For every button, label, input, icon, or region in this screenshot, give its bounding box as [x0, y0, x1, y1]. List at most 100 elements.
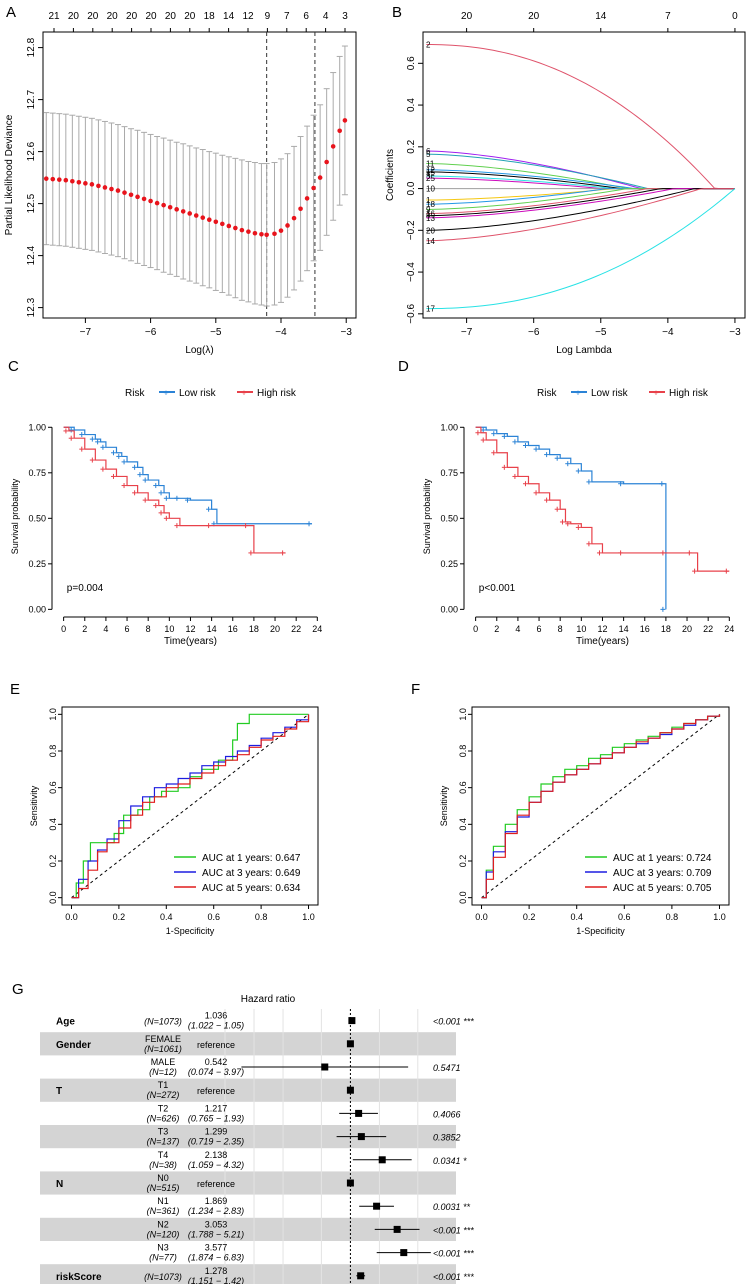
x-tick-label: 6 [537, 624, 542, 634]
deviance-point [57, 177, 62, 182]
forest-n: (N=1073) [144, 1017, 182, 1027]
deviance-point [135, 194, 140, 200]
y-axis-title: Coefficients [385, 149, 396, 201]
forest-hr-value: reference [197, 1086, 235, 1096]
forest-hr-point [346, 1040, 354, 1048]
forest-ci-value: (1.234 − 2.83) [188, 1206, 244, 1216]
x-tick-label: 10 [164, 624, 174, 634]
deviance-point [180, 209, 186, 214]
deviance-point [342, 118, 348, 123]
x-tick-label: 0.2 [113, 912, 126, 922]
y-axis-title: Sensitivity [29, 785, 39, 826]
y-tick-label: −0.4 [406, 262, 417, 282]
forest-n: (N=626) [147, 1113, 180, 1123]
deviance-point [83, 181, 88, 186]
y-tick-label: 0.2 [406, 139, 417, 153]
x-tick-label: −7 [80, 327, 92, 338]
forest-level: T4 [158, 1150, 169, 1160]
y-tick-label: 0.4 [48, 818, 58, 831]
deviance-point [193, 213, 199, 218]
forest-hr-value: reference [197, 1040, 235, 1050]
forest-hr-value: 3.577 [205, 1243, 228, 1253]
panel-a-cv-plot: −7 −6 −5 −4 −3 12.3 12.4 12.5 12.6 12.7 12.8 21 20 20… [4, 11, 357, 356]
top-axis-label: 3 [342, 11, 348, 22]
forest-p-value: 0.4066 [433, 1109, 461, 1119]
y-tick-label: 1.00 [440, 422, 458, 432]
top-axis-label: 20 [184, 11, 196, 22]
deviance-point [272, 231, 277, 237]
x-tick-label: −3 [729, 327, 741, 338]
deviance-point [43, 176, 49, 181]
forest-level: N1 [157, 1196, 169, 1206]
forest-hr-point [321, 1063, 329, 1071]
forest-hr-point [355, 1109, 363, 1117]
deviance-point [63, 177, 69, 183]
deviance-point [246, 229, 251, 234]
forest-p-value: <0.001 *** [433, 1225, 474, 1235]
legend-title: Risk [125, 388, 145, 399]
panel-letter-d: D [398, 358, 409, 375]
x-tick-label: 10 [576, 624, 586, 634]
x-tick-label: 8 [146, 624, 151, 634]
deviance-point [285, 223, 290, 228]
x-tick-label: 4 [103, 624, 108, 634]
y-axis-title: Partial Likelihood Deviance [4, 114, 15, 235]
y-tick-label: 0.4 [406, 98, 417, 112]
top-axis-label: 7 [665, 11, 671, 22]
x-tick-label: 6 [125, 624, 130, 634]
forest-n: (N=38) [149, 1160, 177, 1170]
panel-e-roc-plot: 0.0 0.2 0.4 0.6 0.8 1.0 0.0 0.2 0.4 0.6 0.8 1.0 1-Sp… [29, 706, 319, 936]
p-value-annotation: p<0.001 [479, 583, 516, 594]
legend-marker: + [575, 388, 580, 398]
legend-label: AUC at 3 years: 0.709 [613, 868, 712, 879]
deviance-point [70, 178, 75, 184]
y-axis-title: Survival probability [10, 478, 20, 554]
forest-ci-value: (1.788 − 5.21) [188, 1229, 244, 1239]
top-axis-label: 20 [165, 11, 177, 22]
forest-row-shade [40, 1171, 456, 1195]
x-tick-label: 0.6 [618, 912, 631, 922]
forest-p-value: <0.001 *** [433, 1017, 474, 1027]
deviance-point [304, 196, 310, 201]
y-tick-label: 1.00 [28, 422, 46, 432]
y-tick-label: 1.0 [458, 708, 468, 721]
top-axis-label: 20 [126, 11, 138, 22]
y-axis-title: Sensitivity [439, 785, 449, 826]
x-tick-label: 0.6 [207, 912, 220, 922]
forest-p-value: <0.001 *** [433, 1249, 474, 1259]
forest-level: T1 [158, 1080, 169, 1090]
y-tick-label: 0.6 [406, 56, 417, 70]
x-tick-label: 18 [249, 624, 259, 634]
deviance-point [96, 183, 101, 189]
diagonal-reference [71, 713, 309, 899]
coef-label: 6 [426, 147, 431, 156]
top-axis-label: 12 [242, 11, 254, 22]
y-tick-label: 0.50 [28, 513, 46, 523]
top-axis-label: 9 [265, 11, 271, 22]
legend-label: AUC at 5 years: 0.705 [613, 883, 712, 894]
forest-level: FEMALE [145, 1034, 181, 1044]
y-tick-label: 0.6 [458, 781, 468, 794]
deviance-point [252, 230, 258, 236]
coef-label: 20 [426, 226, 435, 235]
deviance-point [298, 206, 303, 212]
x-tick-label: −5 [595, 327, 607, 338]
forest-ci-value: (1.059 − 4.32) [188, 1160, 244, 1170]
y-tick-label: 0.0 [406, 181, 417, 195]
forest-hr-point [393, 1225, 401, 1233]
deviance-point [233, 225, 238, 231]
legend-marker: + [653, 388, 658, 398]
legend-marker: + [241, 388, 246, 398]
y-tick-label: 0.75 [440, 468, 458, 478]
deviance-point [102, 185, 108, 190]
forest-hr-point [346, 1086, 354, 1094]
forest-n: (N=1061) [144, 1044, 182, 1054]
forest-hr-value: 0.542 [205, 1057, 228, 1067]
deviance-point [226, 223, 232, 229]
forest-ci-value: (0.074 − 3.97) [188, 1067, 244, 1077]
forest-hr-value: 1.036 [205, 1011, 228, 1021]
roc-curve-5y [71, 714, 310, 899]
forest-variable: T [56, 1086, 62, 1097]
x-tick-label: 0.0 [65, 912, 78, 922]
